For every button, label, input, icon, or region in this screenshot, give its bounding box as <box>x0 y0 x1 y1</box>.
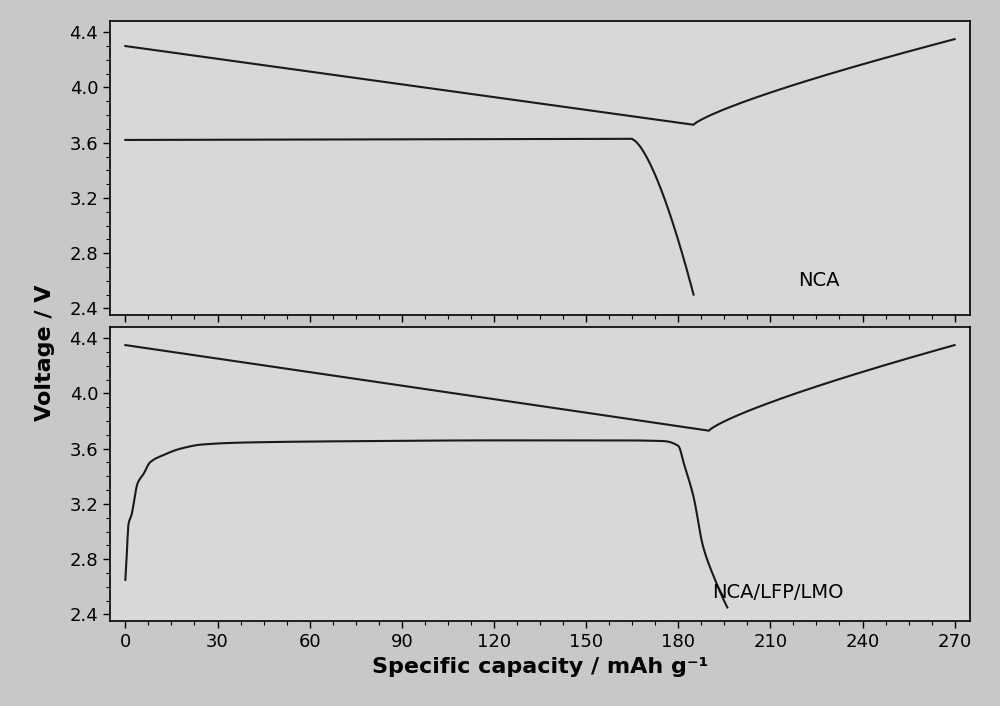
Text: NCA/LFP/LMO: NCA/LFP/LMO <box>712 582 844 602</box>
X-axis label: Specific capacity / mAh g⁻¹: Specific capacity / mAh g⁻¹ <box>372 657 708 676</box>
Text: Voltage / V: Voltage / V <box>35 285 55 421</box>
Text: NCA: NCA <box>798 271 840 290</box>
